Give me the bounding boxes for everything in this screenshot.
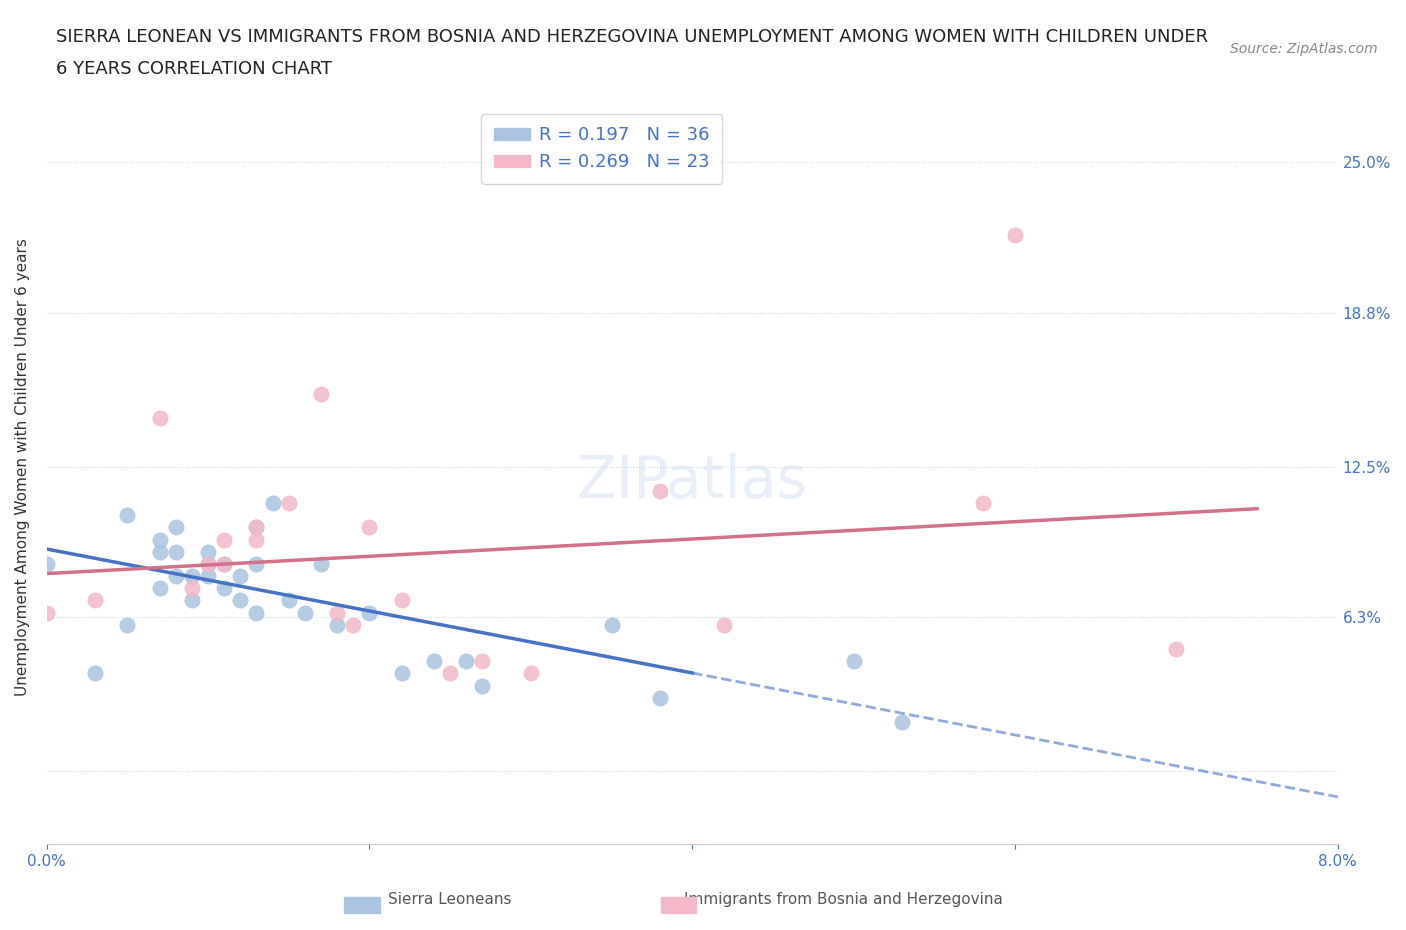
Point	[229, 593, 252, 608]
Text: Immigrants from Bosnia and Herzegovina: Immigrants from Bosnia and Herzegovina	[685, 892, 1002, 907]
Point	[309, 556, 332, 571]
Text: ZIPatlas: ZIPatlas	[576, 453, 807, 511]
Point	[262, 496, 284, 511]
Point	[180, 568, 202, 583]
Text: SIERRA LEONEAN VS IMMIGRANTS FROM BOSNIA AND HERZEGOVINA UNEMPLOYMENT AMONG WOME: SIERRA LEONEAN VS IMMIGRANTS FROM BOSNIA…	[56, 28, 1208, 46]
Point	[117, 618, 139, 632]
Point	[713, 618, 735, 632]
Point	[212, 532, 235, 547]
Point	[439, 666, 461, 681]
Point	[277, 496, 299, 511]
Point	[165, 520, 187, 535]
Point	[245, 520, 267, 535]
Point	[149, 581, 172, 596]
Point	[326, 618, 349, 632]
Point	[391, 593, 413, 608]
Point	[245, 532, 267, 547]
Point	[117, 508, 139, 523]
Point	[972, 496, 994, 511]
Point	[229, 568, 252, 583]
Point	[197, 544, 219, 559]
Legend: R = 0.197   N = 36, R = 0.269   N = 23: R = 0.197 N = 36, R = 0.269 N = 23	[481, 113, 723, 184]
Point	[212, 556, 235, 571]
Point	[245, 520, 267, 535]
Point	[165, 544, 187, 559]
Point	[149, 532, 172, 547]
Point	[342, 618, 364, 632]
Point	[84, 593, 107, 608]
Point	[197, 568, 219, 583]
Point	[471, 678, 494, 693]
Point	[165, 568, 187, 583]
Point	[197, 556, 219, 571]
Point	[212, 581, 235, 596]
Text: Source: ZipAtlas.com: Source: ZipAtlas.com	[1230, 42, 1378, 56]
Point	[35, 605, 58, 620]
Point	[149, 410, 172, 425]
Point	[423, 654, 446, 669]
Point	[520, 666, 543, 681]
Point	[1166, 642, 1188, 657]
Point	[180, 581, 202, 596]
Point	[842, 654, 865, 669]
Text: Sierra Leoneans: Sierra Leoneans	[388, 892, 512, 907]
Y-axis label: Unemployment Among Women with Children Under 6 years: Unemployment Among Women with Children U…	[15, 238, 30, 696]
Point	[648, 484, 671, 498]
Point	[891, 714, 914, 729]
Point	[359, 605, 381, 620]
Point	[35, 556, 58, 571]
Point	[245, 605, 267, 620]
Text: 6 YEARS CORRELATION CHART: 6 YEARS CORRELATION CHART	[56, 60, 332, 78]
Point	[326, 605, 349, 620]
Point	[1004, 228, 1026, 243]
Point	[359, 520, 381, 535]
Point	[212, 556, 235, 571]
Point	[294, 605, 316, 620]
Point	[456, 654, 478, 669]
Point	[309, 386, 332, 401]
Point	[180, 593, 202, 608]
Point	[84, 666, 107, 681]
Point	[245, 556, 267, 571]
Point	[391, 666, 413, 681]
Point	[277, 593, 299, 608]
Point	[149, 544, 172, 559]
Point	[197, 556, 219, 571]
Point	[600, 618, 623, 632]
Point	[471, 654, 494, 669]
Point	[648, 690, 671, 705]
